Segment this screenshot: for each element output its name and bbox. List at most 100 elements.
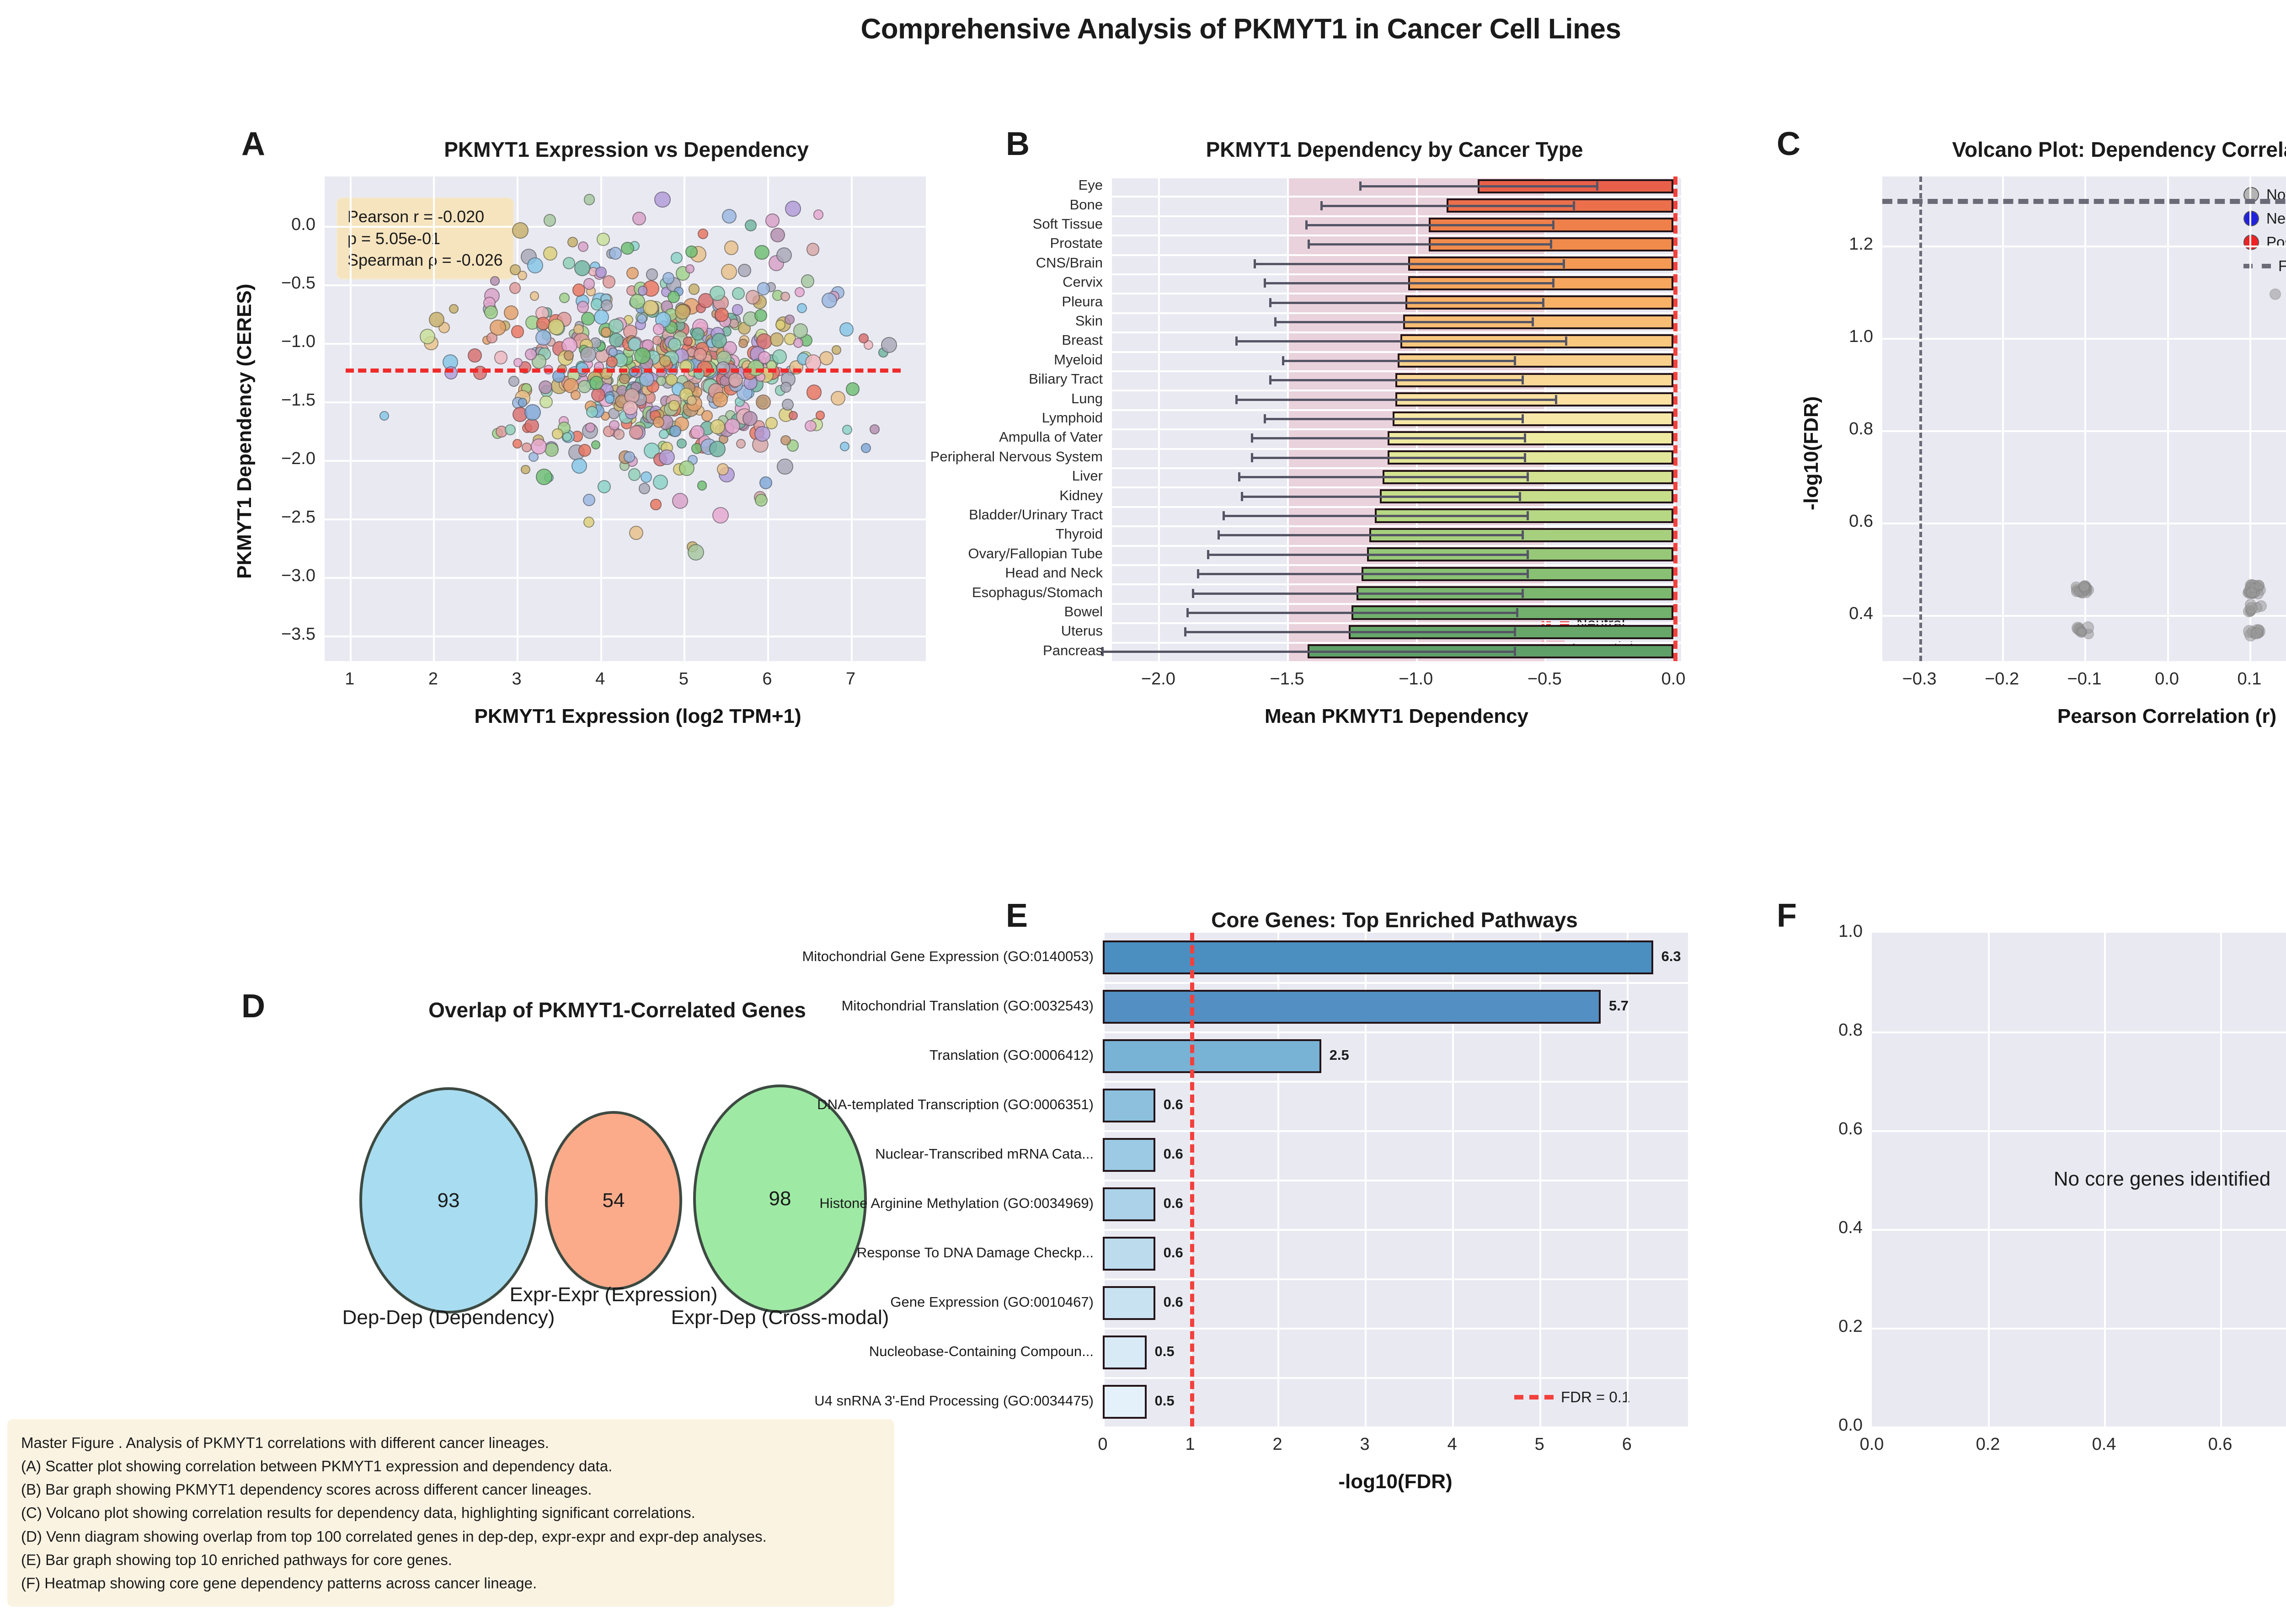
scatter-point [449, 304, 459, 314]
scatter-point [754, 309, 767, 322]
volcano-point [2251, 627, 2263, 640]
panel-f-ytick-2: 0.4 [1838, 1218, 1863, 1237]
scatter-point [574, 260, 591, 277]
panel-a-xaxis-label: PKMYT1 Expression (log2 TPM+1) [474, 705, 801, 727]
panel-b-category-label: Lung [1071, 390, 1103, 406]
pathway-value-label: 5.7 [1608, 998, 1629, 1014]
fdr-dash-icon [1514, 1395, 1554, 1400]
scatter-point [641, 471, 652, 483]
scatter-point [652, 335, 662, 346]
scatter-point [881, 337, 897, 353]
panel-a-title: PKMYT1 Expression vs Dependency [444, 138, 809, 161]
panel-f-xtick-3: 0.6 [2208, 1435, 2233, 1454]
pathway-value-label: 0.6 [1163, 1195, 1183, 1211]
pathway-value-label: 0.5 [1154, 1393, 1175, 1409]
panel-c-ytick-2: 0.8 [1849, 419, 1873, 439]
scatter-point [511, 325, 524, 338]
panel-c-xtick-0: −0.3 [1902, 669, 1937, 689]
pathway-value-label: 0.6 [1163, 1096, 1183, 1112]
error-bar [1207, 553, 1527, 556]
scatter-point [793, 323, 808, 338]
error-bar [1264, 282, 1553, 285]
panel-b-xtick-2: −1.0 [1399, 669, 1433, 689]
scatter-point [595, 267, 607, 278]
error-bar [1191, 592, 1522, 595]
error-bar [1269, 379, 1522, 382]
scatter-point [724, 240, 739, 255]
panel-c-xtick-1: −0.2 [1985, 669, 2019, 689]
scatter-point [591, 387, 605, 402]
scatter-point [629, 425, 644, 440]
pathway-category-label: Nuclear-Transcribed mRNA Cata... [875, 1146, 1094, 1162]
scatter-point [795, 287, 805, 298]
panel-c-ytick-0: 0.4 [1849, 604, 1873, 624]
panel-b-category-label: Liver [1072, 468, 1103, 484]
panel-f-empty-message: No core genes identified [2053, 1168, 2271, 1190]
panel-b-category-label: Soft Tissue [1032, 216, 1103, 232]
scatter-point [694, 347, 707, 361]
scatter-point [807, 385, 822, 400]
panel-a-ytick-2: −1.0 [281, 331, 315, 351]
panel-e-xtick-5: 5 [1534, 1435, 1544, 1454]
scatter-point [782, 399, 794, 411]
scatter-point [518, 270, 528, 280]
scatter-point [473, 366, 487, 380]
scatter-point [518, 398, 528, 407]
scatter-point [598, 480, 611, 493]
panel-b-category-label: Ampulla of Vater [999, 429, 1103, 445]
panel-b-category-label: Thyroid [1055, 526, 1103, 542]
scatter-point [525, 348, 537, 360]
scatter-point [654, 191, 671, 208]
panel-a-ytick-4: −2.0 [281, 449, 315, 468]
scatter-point [831, 391, 845, 406]
panel-e-xtick-1: 1 [1185, 1435, 1195, 1454]
scatter-point [759, 476, 773, 489]
scatter-point [600, 299, 613, 312]
panel-b-category-label: Breast [1062, 332, 1103, 348]
error-bar [1235, 340, 1565, 343]
venn-set-label-2: Expr-Dep (Cross-modal) [671, 1306, 889, 1329]
scatter-point [567, 236, 578, 247]
scatter-point [512, 438, 523, 449]
scatter-point [796, 303, 807, 314]
scatter-point [650, 499, 662, 510]
volcano-point [2245, 602, 2258, 614]
pathway-category-label: Gene Expression (GO:0010467) [890, 1294, 1094, 1310]
scatter-point [685, 245, 698, 258]
scatter-point [524, 404, 541, 421]
error-bar [1269, 301, 1542, 304]
legend-item-1: Negative correlation [2243, 207, 2286, 230]
panel-e-title: Core Genes: Top Enriched Pathways [1211, 908, 1578, 932]
scatter-point [508, 376, 519, 387]
pathway-bar [1103, 1336, 1147, 1369]
panel-b-category-label: CNS/Brain [1036, 254, 1103, 271]
scatter-point [577, 241, 589, 252]
scatter-point [494, 351, 508, 364]
panel-a-trendline [345, 368, 901, 373]
panel-f-letter: F [1777, 897, 1797, 934]
panel-c-ytick-4: 1.2 [1849, 235, 1873, 254]
scatter-point [490, 276, 500, 286]
scatter-point [638, 483, 650, 495]
scatter-point [652, 416, 664, 428]
pathway-bar [1103, 1089, 1155, 1122]
fdr-threshold-line [1882, 199, 2286, 204]
scatter-point [757, 282, 770, 295]
pathway-bar [1103, 940, 1653, 974]
scatter-point [769, 332, 784, 347]
scatter-point [815, 411, 825, 421]
scatter-point [504, 424, 516, 435]
scatter-point [559, 292, 570, 304]
scatter-point [821, 292, 838, 309]
legend-item-2: Positive correlation [2243, 230, 2286, 254]
scatter-point [688, 283, 700, 295]
scatter-point [583, 516, 595, 528]
neutral-reference-line [1673, 176, 1678, 661]
pathway-value-label: 0.6 [1163, 1245, 1183, 1261]
scatter-point [652, 323, 665, 336]
error-bar [1282, 359, 1514, 362]
scatter-point [785, 315, 795, 325]
scatter-point [775, 320, 786, 330]
scatter-point [755, 394, 771, 410]
pathway-value-label: 6.3 [1661, 948, 1681, 964]
